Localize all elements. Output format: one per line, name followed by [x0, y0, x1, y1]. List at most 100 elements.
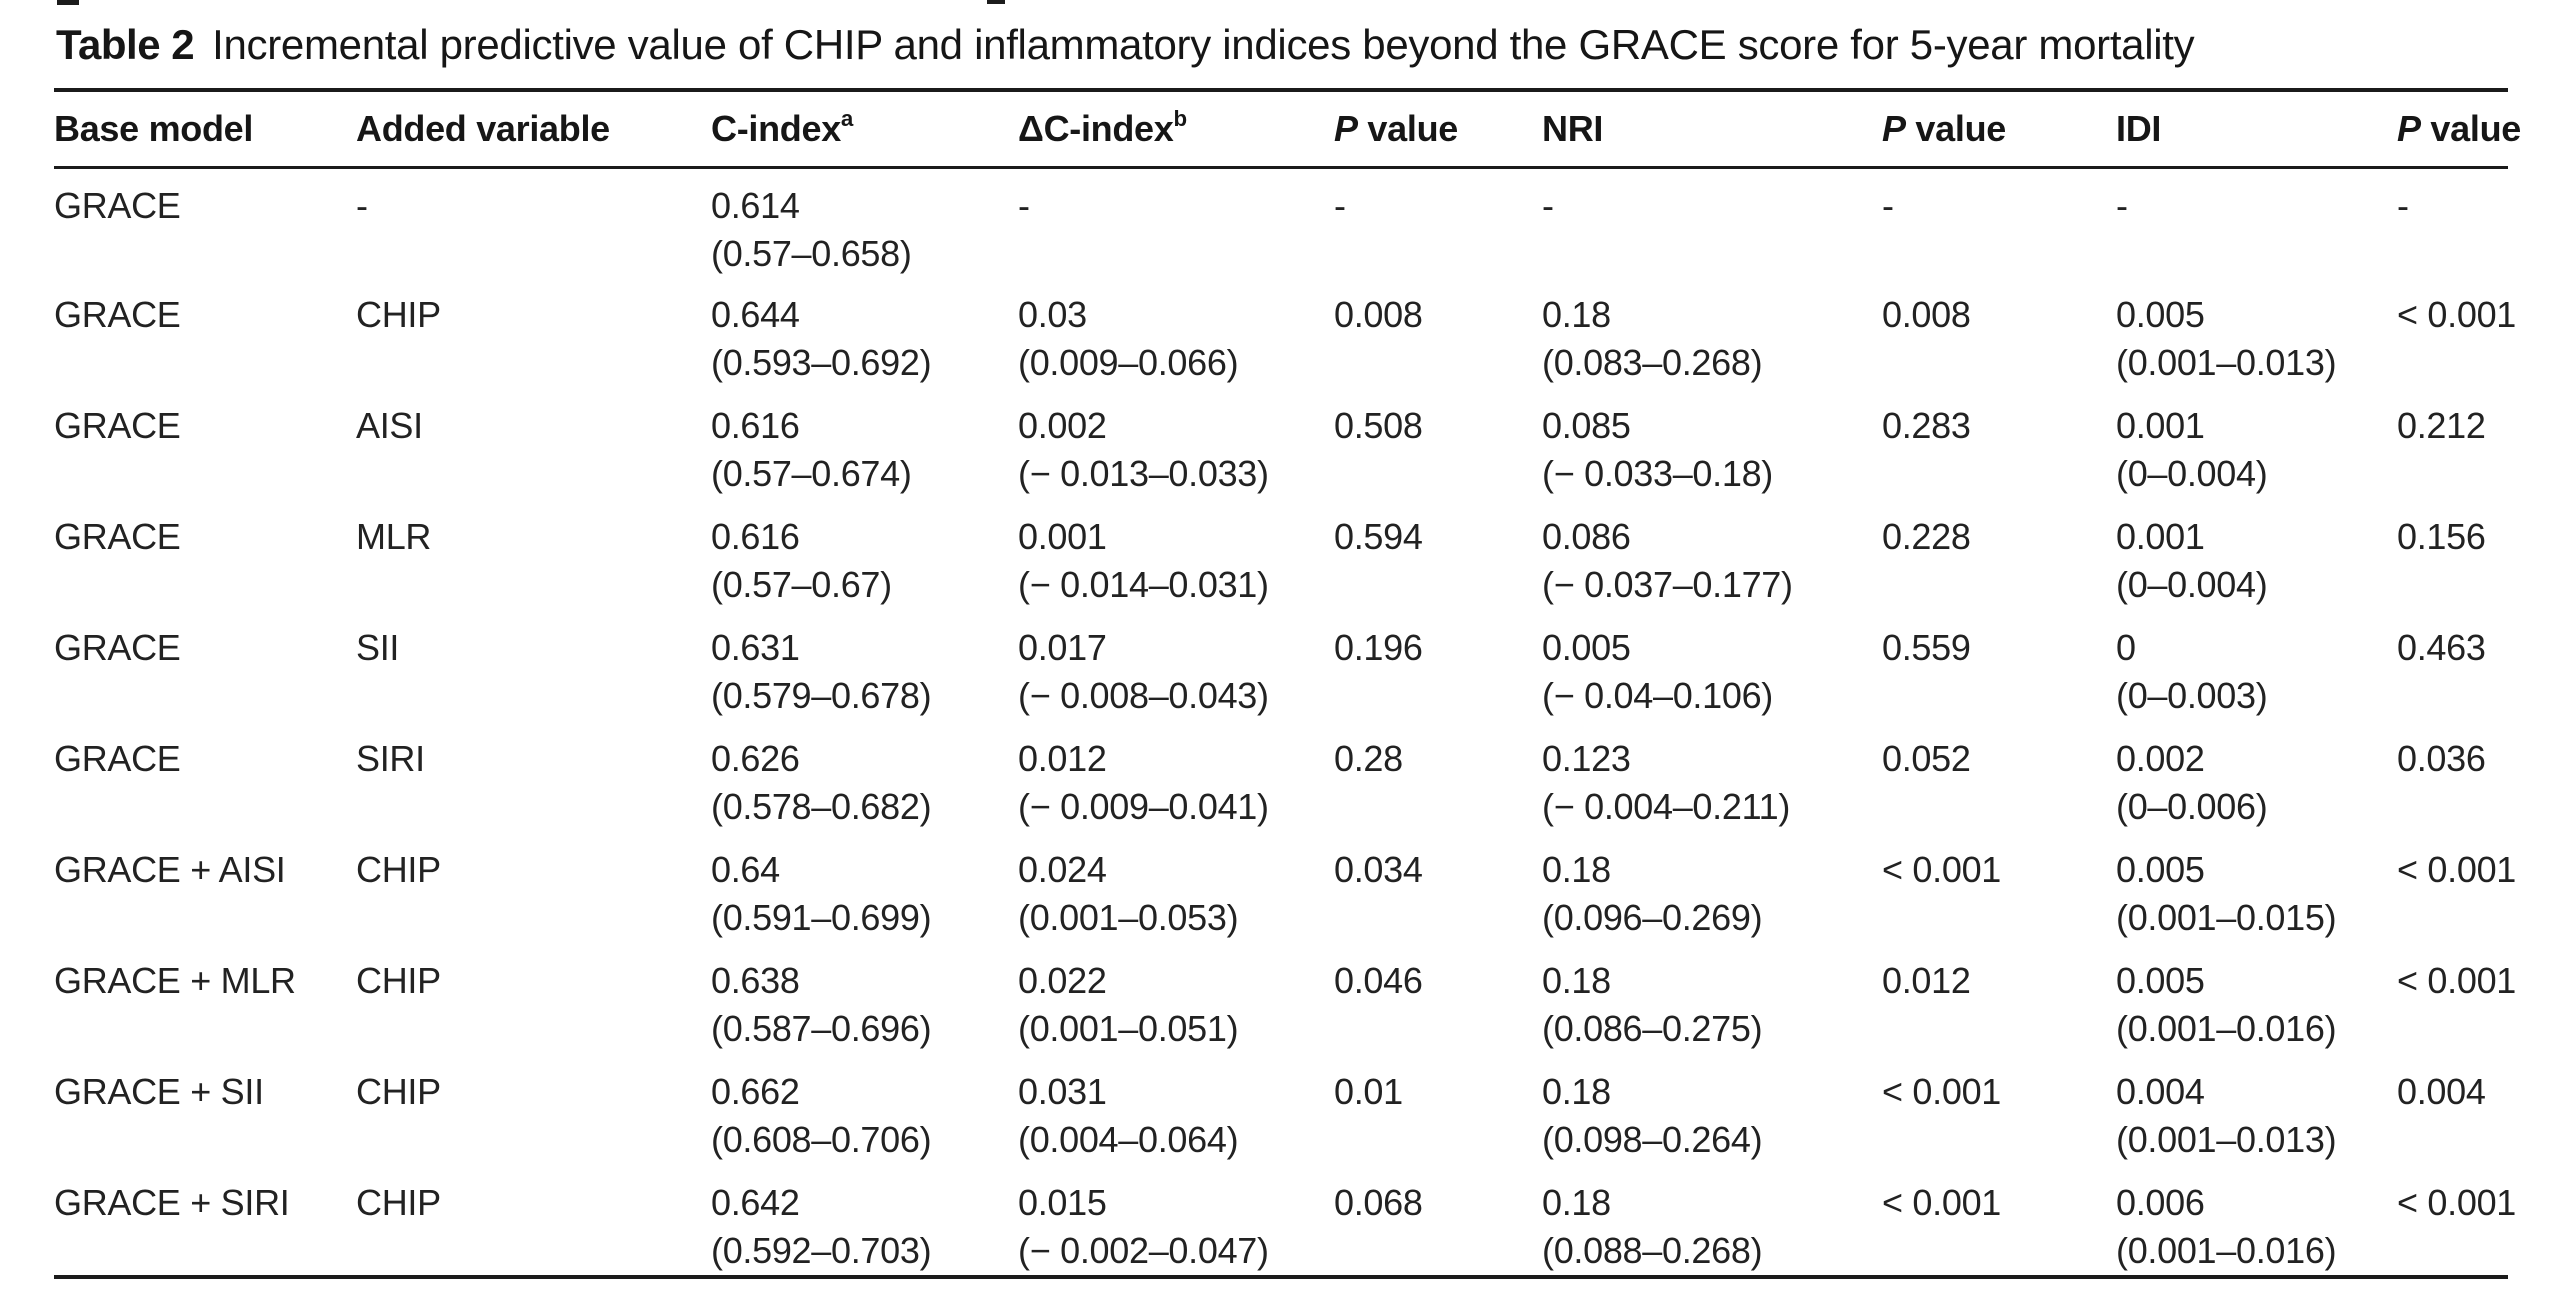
- cell-p-value-idi: 0.463: [2397, 627, 2486, 668]
- cell-p-value-idi: 0.004: [2397, 1071, 2486, 1112]
- cell-idi: 0.002 (0–0.006): [2116, 738, 2268, 827]
- cell-base-model: GRACE: [54, 738, 181, 779]
- cell-c-index: 0.626 (0.578–0.682): [711, 738, 932, 827]
- cell-idi: 0.005 (0.001–0.016): [2116, 960, 2337, 1049]
- table-row: GRACE + MLR CHIP 0.638 (0.587–0.696) 0.02…: [54, 944, 2517, 1055]
- cell-nri: 0.005 (− 0.04–0.106): [1542, 627, 1773, 716]
- cell-idi: 0.005 (0.001–0.013): [2116, 294, 2337, 383]
- cell-delta-c-index: 0.002 (− 0.013–0.033): [1018, 405, 1269, 494]
- col-header-added-variable: Added variable: [356, 90, 711, 169]
- cell-c-index: 0.616 (0.57–0.674): [711, 405, 912, 494]
- cell-delta-c-index: 0.03 (0.009–0.066): [1018, 294, 1239, 383]
- cell-added-variable: SII: [356, 627, 400, 668]
- cell-p-value-delta: -: [1334, 184, 1346, 226]
- cell-p-value-nri: 0.008: [1882, 294, 1971, 335]
- cell-idi: 0 (0–0.003): [2116, 627, 2268, 716]
- cell-p-value-nri: 0.052: [1882, 738, 1971, 779]
- cell-nri: 0.086 (− 0.037–0.177): [1542, 516, 1793, 605]
- col-header-nri: NRI: [1542, 90, 1882, 169]
- cell-p-value-delta: 0.01: [1334, 1071, 1403, 1112]
- table-row: GRACE + SIRI CHIP 0.642 (0.592–0.703) 0.0…: [54, 1166, 2517, 1277]
- cell-delta-c-index: 0.024 (0.001–0.053): [1018, 849, 1239, 938]
- table-row: GRACE CHIP 0.644 (0.593–0.692) 0.03 (0.009…: [54, 278, 2516, 389]
- cell-base-model: GRACE: [54, 294, 181, 335]
- cell-nri: 0.18 (0.083–0.268): [1542, 294, 1763, 383]
- cell-p-value-nri: -: [1882, 184, 1894, 226]
- cell-added-variable: CHIP: [356, 849, 441, 890]
- cell-p-value-delta: 0.508: [1334, 405, 1423, 446]
- cell-base-model: GRACE: [54, 516, 181, 557]
- cell-idi: 0.001 (0–0.004): [2116, 405, 2268, 494]
- table-row: GRACE SII 0.631 (0.579–0.678) 0.017 (− 0.0…: [54, 611, 2508, 722]
- cell-c-index: 0.662 (0.608–0.706): [711, 1071, 932, 1160]
- cell-p-value-idi: < 0.001: [2397, 960, 2517, 1001]
- cell-base-model: GRACE + MLR: [54, 960, 296, 1001]
- cropped-text-artifact: [987, 0, 1005, 4]
- cell-base-model: GRACE + SIRI: [54, 1182, 290, 1223]
- cell-added-variable: CHIP: [356, 1071, 441, 1112]
- cell-nri: 0.18 (0.096–0.269): [1542, 849, 1763, 938]
- col-header-delta-c-index: ΔC-indexb: [1018, 90, 1334, 169]
- table-row: GRACE + SII CHIP 0.662 (0.608–0.706) 0.03…: [54, 1055, 2508, 1166]
- cell-p-value-idi: < 0.001: [2397, 1182, 2517, 1223]
- cell-base-model: GRACE: [54, 184, 181, 226]
- cell-base-model: GRACE + SII: [54, 1071, 264, 1112]
- cell-added-variable: SIRI: [356, 738, 425, 779]
- cell-idi: 0.006 (0.001–0.016): [2116, 1182, 2337, 1271]
- table-row: GRACE MLR 0.616 (0.57–0.67) 0.001 (− 0.014…: [54, 500, 2508, 611]
- cell-base-model: GRACE + AISI: [54, 849, 286, 890]
- cell-delta-c-index: 0.031 (0.004–0.064): [1018, 1071, 1239, 1160]
- cell-nri: 0.18 (0.088–0.268): [1542, 1182, 1763, 1271]
- cell-p-value-nri: 0.228: [1882, 516, 1971, 557]
- cell-c-index: 0.616 (0.57–0.67): [711, 516, 892, 605]
- cell-idi: 0.005 (0.001–0.015): [2116, 849, 2337, 938]
- cell-nri: 0.085 (− 0.033–0.18): [1542, 405, 1773, 494]
- cell-p-value-delta: 0.008: [1334, 294, 1423, 335]
- cell-p-value-nri: 0.012: [1882, 960, 1971, 1001]
- cell-c-index: 0.638 (0.587–0.696): [711, 960, 932, 1049]
- table-row: GRACE - 0.614 (0.57–0.658) - - - - - -: [54, 167, 2508, 278]
- cell-added-variable: AISI: [356, 405, 423, 446]
- cell-added-variable: -: [356, 184, 368, 226]
- cell-c-index: 0.614 (0.57–0.658): [711, 184, 912, 274]
- col-header-idi: IDI: [2116, 90, 2397, 169]
- cell-p-value-nri: < 0.001: [1882, 1182, 2002, 1223]
- cell-p-value-nri: < 0.001: [1882, 1071, 2002, 1112]
- cropped-text-artifact: [57, 0, 79, 5]
- cell-delta-c-index: 0.022 (0.001–0.051): [1018, 960, 1239, 1049]
- cell-p-value-idi: -: [2397, 184, 2409, 226]
- cell-nri: 0.18 (0.098–0.264): [1542, 1071, 1763, 1160]
- results-table: Base model Added variable C-indexa ΔC-in…: [54, 88, 2521, 1279]
- table-body: GRACE - 0.614 (0.57–0.658) - - - - - - GR…: [54, 167, 2517, 1277]
- cell-delta-c-index: -: [1018, 184, 1030, 226]
- cell-base-model: GRACE: [54, 405, 181, 446]
- cell-p-value-delta: 0.594: [1334, 516, 1423, 557]
- cell-delta-c-index: 0.001 (− 0.014–0.031): [1018, 516, 1269, 605]
- cell-nri: 0.123 (− 0.004–0.211): [1542, 738, 1791, 827]
- cell-added-variable: CHIP: [356, 1182, 441, 1223]
- col-header-p-value-delta: P value: [1334, 90, 1542, 169]
- table-caption: Table 2 Incremental predictive value of C…: [56, 20, 2195, 70]
- cell-nri: 0.18 (0.086–0.275): [1542, 960, 1763, 1049]
- cell-p-value-delta: 0.068: [1334, 1182, 1423, 1223]
- cell-p-value-nri: 0.283: [1882, 405, 1971, 446]
- cell-p-value-delta: 0.28: [1334, 738, 1403, 779]
- cell-p-value-delta: 0.196: [1334, 627, 1423, 668]
- cell-delta-c-index: 0.012 (− 0.009–0.041): [1018, 738, 1269, 827]
- table-row: GRACE AISI 0.616 (0.57–0.674) 0.002 (− 0.0…: [54, 389, 2508, 500]
- cell-p-value-delta: 0.046: [1334, 960, 1423, 1001]
- cell-delta-c-index: 0.017 (− 0.008–0.043): [1018, 627, 1269, 716]
- cell-delta-c-index: 0.015 (− 0.002–0.047): [1018, 1182, 1269, 1271]
- footnote-marker-a: a: [840, 105, 854, 131]
- col-header-c-index: C-indexa: [711, 90, 1018, 169]
- col-header-base-model: Base model: [54, 90, 356, 169]
- cell-c-index: 0.644 (0.593–0.692): [711, 294, 932, 383]
- table-header: Base model Added variable C-indexa ΔC-in…: [54, 90, 2521, 169]
- cell-added-variable: MLR: [356, 516, 432, 557]
- cell-idi: 0.001 (0–0.004): [2116, 516, 2268, 605]
- cell-p-value-nri: 0.559: [1882, 627, 1971, 668]
- cell-nri: -: [1542, 184, 1554, 226]
- cell-c-index: 0.64 (0.591–0.699): [711, 849, 932, 938]
- cell-added-variable: CHIP: [356, 294, 441, 335]
